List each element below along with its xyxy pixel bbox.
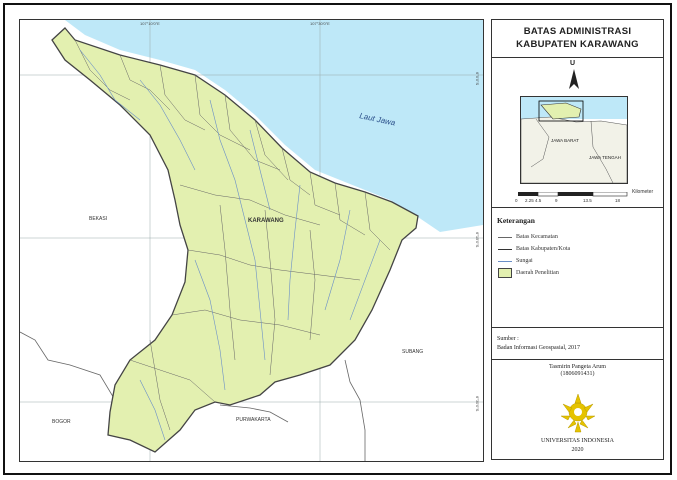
title-section: BATAS ADMINISTRASI KABUPATEN KARAWANG bbox=[492, 20, 663, 58]
center-label: KARAWANG bbox=[248, 218, 284, 224]
karawang-area bbox=[51, 27, 419, 453]
legend-section: Keterangan Batas Kecamatan Batas Kabupat… bbox=[492, 208, 663, 328]
coord-right-3: 6°30'0"S bbox=[475, 396, 480, 412]
scale-tick: 9 bbox=[555, 198, 558, 203]
inset-map-drawing: JAWA BARAT JAWA TENGAH bbox=[521, 97, 627, 183]
author-name: Tasmirin Pangeta Arum bbox=[549, 364, 606, 370]
legend-symbol-river bbox=[498, 260, 512, 262]
title-line-1: BATAS ADMINISTRASI bbox=[523, 26, 632, 37]
legend-symbol-thin-line bbox=[498, 236, 512, 238]
north-arrow-icon bbox=[569, 69, 579, 89]
region-subang: SUBANG bbox=[402, 349, 423, 355]
legend-panel: BATAS ADMINISTRASI KABUPATEN KARAWANG U … bbox=[491, 19, 664, 460]
scale-tick: 13.5 bbox=[583, 198, 592, 203]
legend-label: Batas Kecamatan bbox=[516, 234, 558, 240]
legend-label: Batas Kabupaten/Kota bbox=[516, 246, 571, 252]
legend-item-kabupaten: Batas Kabupaten/Kota bbox=[498, 244, 570, 254]
region-bekasi: BEKASI bbox=[89, 216, 107, 222]
rivers bbox=[79, 49, 381, 441]
coord-top-1: 107°10'0"E bbox=[140, 21, 160, 26]
district-boundaries bbox=[74, 39, 391, 431]
region-bogor: BOGOR bbox=[52, 419, 71, 425]
legend-item-kecamatan: Batas Kecamatan bbox=[498, 232, 558, 242]
source-text: Badan Informasi Geospasial, 2017 bbox=[497, 345, 580, 351]
coord-right-2: 6°15'0"S bbox=[475, 232, 480, 248]
coord-right-1: 6°0'0"S bbox=[475, 72, 480, 86]
legend-symbol-fill bbox=[498, 268, 512, 278]
region-purwakarta: PURWAKARTA bbox=[236, 417, 271, 423]
legend-heading: Keterangan bbox=[497, 216, 535, 225]
legend-item-sungai: Sungai bbox=[498, 256, 533, 266]
scale-unit: Kilometer bbox=[632, 189, 654, 195]
university-logo-icon bbox=[560, 393, 596, 433]
source-section: Sumber : Badan Informasi Geospasial, 201… bbox=[492, 328, 663, 360]
source-heading: Sumber : bbox=[497, 336, 519, 342]
inset-label-jateng: JAWA TENGAH bbox=[589, 155, 621, 160]
legend-symbol-thick-line bbox=[498, 248, 512, 250]
author-id: (1806091431) bbox=[560, 371, 595, 377]
scale-tick: 18 bbox=[615, 198, 621, 203]
year: 2020 bbox=[571, 447, 584, 453]
title-line-2: KABUPATEN KARAWANG bbox=[516, 39, 639, 50]
scale-bar bbox=[518, 192, 628, 197]
map-canvas: Laut Jawa KARAWANG BEKASI BOGOR PURWAKAR… bbox=[20, 20, 483, 461]
sea bbox=[65, 20, 483, 232]
legend-label: Daerah Penelitian bbox=[516, 270, 559, 276]
north-label: U bbox=[570, 60, 576, 67]
legend-item-penelitian: Daerah Penelitian bbox=[498, 268, 559, 278]
map-frame: Laut Jawa KARAWANG BEKASI BOGOR PURWAKAR… bbox=[3, 3, 672, 475]
inset-map: JAWA BARAT JAWA TENGAH bbox=[520, 96, 628, 184]
map-area: Laut Jawa KARAWANG BEKASI BOGOR PURWAKAR… bbox=[19, 19, 484, 462]
scale-tick: 4.5 bbox=[535, 198, 542, 203]
scale-tick: 2.25 bbox=[525, 198, 534, 203]
scale-tick: 0 bbox=[515, 198, 518, 203]
neighbour-boundaries bbox=[20, 331, 366, 461]
legend-label: Sungai bbox=[516, 258, 533, 264]
inset-label-jabar: JAWA BARAT bbox=[551, 138, 579, 143]
inset-section: U JAWA BARAT JAWA TENGAH bbox=[492, 58, 663, 208]
coord-top-2: 107°30'0"E bbox=[310, 21, 330, 26]
university-name: UNIVERSITAS INDONESIA bbox=[540, 438, 615, 444]
author-section: Tasmirin Pangeta Arum (1806091431) UNIVE… bbox=[492, 360, 663, 459]
